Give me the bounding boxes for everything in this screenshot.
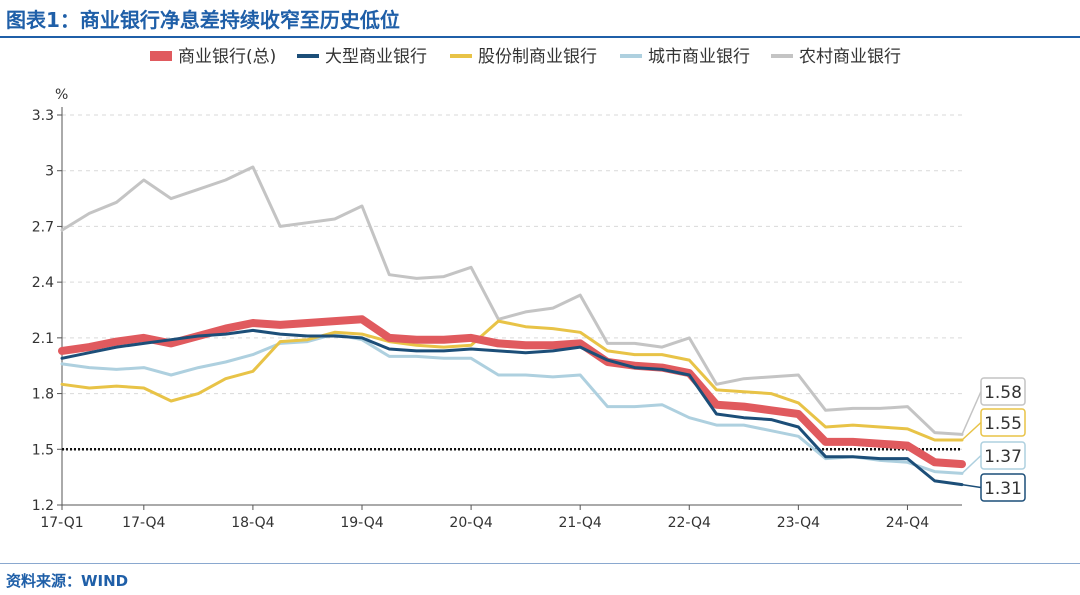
legend-swatch-0 bbox=[150, 51, 172, 61]
callout-box-1 bbox=[980, 408, 1026, 437]
gridlines bbox=[62, 114, 962, 450]
series-line-3 bbox=[60, 332, 964, 475]
x-tick-label-1: 17-Q4 bbox=[122, 515, 165, 531]
callout-label-0: 1.58 bbox=[984, 383, 1022, 403]
y-tick-label-4: 2.4 bbox=[32, 275, 54, 291]
legend-swatch-3 bbox=[620, 54, 642, 58]
y-tick-label-3: 2.1 bbox=[32, 331, 54, 347]
x-axis: 17-Q1 17-Q4 18-Q4 19-Q4 20-Q4 21-Q4 22-Q4 23-Q4… bbox=[40, 504, 962, 531]
series-line-1 bbox=[60, 328, 964, 487]
x-tick-label-3: 19-Q4 bbox=[340, 515, 383, 531]
y-tick-label-7: 3.3 bbox=[32, 108, 54, 124]
x-tick-label-7: 23-Q4 bbox=[777, 515, 820, 531]
series-lines bbox=[58, 165, 966, 487]
x-tick-label-4: 20-Q4 bbox=[449, 515, 492, 531]
x-tick-label-0: 17-Q1 bbox=[40, 515, 83, 531]
legend-label-0: 商业银行(总) bbox=[178, 47, 276, 67]
source-note: 资料来源：WIND bbox=[6, 572, 129, 590]
source-bar: 资料来源：WIND bbox=[0, 563, 1080, 595]
callout-box-2 bbox=[980, 441, 1026, 470]
title-bar: 图表1：商业银行净息差持续收窄至历史低位 bbox=[0, 0, 1080, 38]
callout-connector-0 bbox=[961, 391, 982, 435]
legend: 商业银行(总) 大型商业银行 股份制商业银行 城市商业银行 农村商业银行 bbox=[150, 47, 901, 67]
y-tick-label-1: 1.5 bbox=[32, 442, 54, 458]
y-axis: 1.2 1.5 1.8 2.1 2.4 2.7 3 3.3 bbox=[32, 107, 63, 514]
legend-label-1: 大型商业银行 bbox=[325, 47, 427, 67]
legend-label-3: 城市商业银行 bbox=[648, 47, 750, 67]
y-tick-label-2: 1.8 bbox=[32, 387, 54, 403]
y-tick-label-5: 2.7 bbox=[32, 219, 54, 235]
end-value-callouts: 1.58 1.55 1.37 1.31 bbox=[961, 377, 1026, 502]
callout-box-3 bbox=[980, 473, 1026, 502]
x-tick-label-6: 22-Q4 bbox=[668, 515, 711, 531]
chart-title: 图表1：商业银行净息差持续收窄至历史低位 bbox=[6, 8, 400, 32]
legend-swatch-2 bbox=[450, 54, 472, 58]
line-chart: 商业银行(总) 大型商业银行 股份制商业银行 城市商业银行 农村商业银行 % 1.21.… bbox=[32, 47, 1026, 531]
legend-label-2: 股份制商业银行 bbox=[478, 47, 597, 67]
callout-connector-2 bbox=[961, 454, 982, 474]
callout-label-3: 1.31 bbox=[984, 479, 1022, 499]
x-tick-label-5: 21-Q4 bbox=[559, 515, 602, 531]
y-tick-label-0: 1.2 bbox=[32, 498, 54, 514]
legend-swatch-1 bbox=[297, 54, 319, 58]
callout-label-2: 1.37 bbox=[984, 447, 1022, 467]
callout-connector-3 bbox=[961, 483, 982, 489]
series-line-4 bbox=[60, 165, 964, 436]
legend-label-4: 农村商业银行 bbox=[799, 47, 901, 67]
legend-swatch-4 bbox=[771, 54, 793, 58]
series-line-0 bbox=[58, 315, 966, 469]
callout-box-0 bbox=[980, 377, 1026, 406]
series-line-2 bbox=[60, 319, 964, 442]
x-tick-label-2: 18-Q4 bbox=[231, 515, 274, 531]
y-tick-label-6: 3 bbox=[45, 164, 54, 180]
y-axis-unit-label: % bbox=[55, 87, 68, 103]
callout-connector-1 bbox=[961, 421, 982, 441]
x-tick-label-8: 24-Q4 bbox=[886, 515, 929, 531]
callout-label-1: 1.55 bbox=[984, 414, 1022, 434]
